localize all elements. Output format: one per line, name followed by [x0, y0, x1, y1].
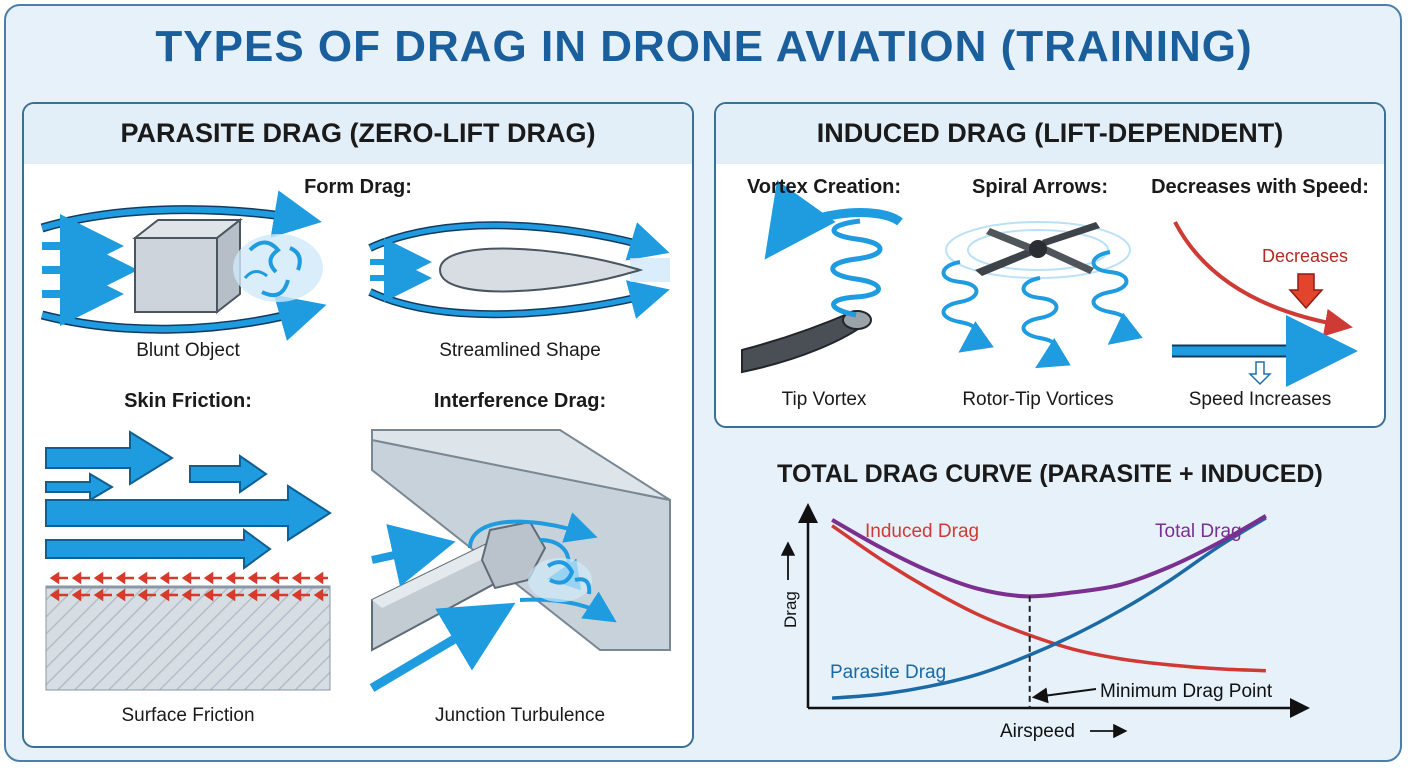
parasite-drag-label: Parasite Drag [830, 662, 946, 683]
parasite-panel-header [24, 104, 692, 164]
minimum-drag-point-label: Minimum Drag Point [1100, 681, 1273, 702]
induced-drag-label: Induced Drag [865, 521, 979, 542]
minimum-drag-pointer [1031, 687, 1097, 704]
junction-turbulence-caption: Junction Turbulence [434, 705, 606, 726]
rotor-vortices-illustration [941, 221, 1143, 369]
spiral-arrows-label: Spiral Arrows: [972, 176, 1108, 198]
interference-drag-label: Interference Drag: [433, 390, 607, 412]
parasite-panel-title: PARASITE DRAG (ZERO-LIFT DRAG) [120, 118, 596, 148]
induced-drag-line [831, 524, 1266, 673]
rotor-tip-vortices-caption: Rotor-Tip Vortices [962, 389, 1114, 410]
y-axis-label: Drag [781, 591, 800, 628]
streamlined-shape-caption: Streamlined Shape [439, 340, 601, 361]
decreases-with-speed-label: Decreases with Speed: [1151, 176, 1369, 198]
tip-vortex-illustration [741, 180, 903, 374]
induced-drag-panel [714, 102, 1386, 428]
blunt-object-illustration [40, 190, 327, 341]
parasite-drag-panel [22, 102, 694, 748]
decreases-with-speed-illustration [1172, 221, 1358, 387]
form-drag-label: Form Drag: [304, 176, 412, 198]
skin-friction-illustration [45, 430, 332, 691]
surface-friction-caption: Surface Friction [121, 705, 255, 726]
speed-increases-caption: Speed Increases [1188, 389, 1332, 410]
x-axis-label: Airspeed [1000, 721, 1075, 742]
tip-vortex-caption: Tip Vortex [781, 389, 867, 410]
total-drag-label: Total Drag [1155, 521, 1242, 542]
total-drag-line [831, 514, 1267, 599]
skin-friction-label: Skin Friction: [124, 390, 252, 412]
page-title: TYPES OF DRAG IN DRONE AVIATION (TRAININ… [155, 22, 1253, 71]
blunt-object-caption: Blunt Object [136, 340, 240, 361]
streamlined-shape-illustration [368, 221, 670, 319]
induced-panel-header [716, 104, 1384, 164]
interference-drag-illustration [369, 429, 671, 692]
induced-panel-title: INDUCED DRAG (LIFT-DEPENDENT) [816, 118, 1284, 148]
vortex-creation-label: Vortex Creation: [746, 176, 902, 198]
decreases-label: Decreases [1261, 246, 1349, 266]
chart-title: TOTAL DRAG CURVE (PARASITE + INDUCED) [777, 460, 1323, 488]
parasite-drag-line [831, 516, 1267, 700]
